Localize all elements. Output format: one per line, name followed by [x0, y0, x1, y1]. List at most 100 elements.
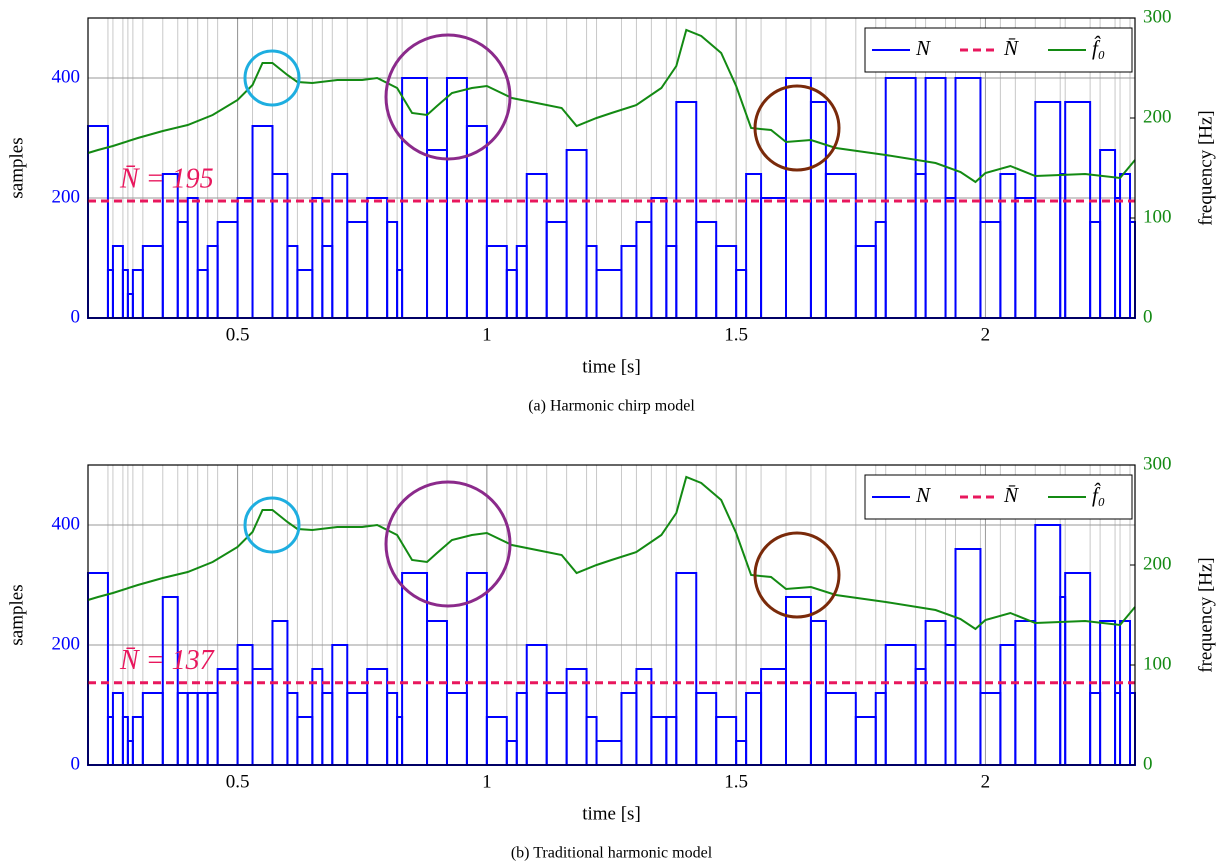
x-tick-label: 0.5 — [226, 324, 250, 345]
step-bar — [386, 692, 399, 766]
plot-frame — [87, 464, 1136, 766]
step-bar — [286, 692, 299, 766]
step-bar — [715, 716, 738, 766]
step-bar — [595, 269, 623, 319]
y-tick-label: 400 — [52, 66, 81, 87]
legend-label: f̂₀ — [1092, 482, 1105, 506]
step-bar — [1064, 101, 1092, 319]
step-bar — [485, 245, 508, 319]
step-bar — [346, 692, 369, 766]
x-tick-label: 1.5 — [724, 324, 748, 345]
step-bar — [525, 644, 548, 766]
step-bar — [760, 197, 787, 319]
step-bar — [426, 149, 448, 319]
step-bar — [186, 197, 199, 319]
step-bar — [954, 548, 982, 766]
step-bar — [321, 692, 334, 766]
highlight-circle — [753, 531, 841, 619]
step-bar — [216, 221, 239, 319]
step-bar — [620, 245, 638, 319]
step-bar — [874, 692, 887, 766]
step-bar — [196, 692, 209, 766]
step-bar — [505, 269, 518, 319]
annotation-circles — [243, 33, 841, 619]
step-bar — [161, 173, 179, 319]
legend-label: f̂₀ — [1092, 35, 1105, 59]
step-bar — [525, 173, 548, 319]
step-bar — [485, 716, 508, 766]
legend: N N̄ f̂₀ — [864, 474, 1133, 520]
step-bar — [1089, 692, 1102, 766]
step-bar — [999, 173, 1017, 319]
step-bar — [426, 620, 448, 766]
highlight-circle — [243, 49, 301, 107]
step-bar — [635, 221, 653, 319]
step-bar — [650, 716, 668, 766]
step-bar — [924, 620, 947, 766]
y2-tick-label: 300 — [1143, 453, 1172, 474]
y2-tick-label: 300 — [1143, 6, 1172, 27]
step-bar — [141, 245, 164, 319]
y-tick-label: 400 — [52, 513, 81, 534]
step-bar — [346, 221, 369, 319]
step-bar — [695, 692, 718, 766]
plot-frame — [87, 17, 1136, 319]
step-bar — [321, 245, 334, 319]
step-bar — [809, 101, 827, 319]
y-axis-label: samples — [6, 584, 27, 645]
legend-label: N̄ — [1003, 483, 1019, 507]
highlight-circle — [384, 33, 512, 161]
step-bar — [785, 596, 812, 766]
x-tick-label: 2 — [981, 324, 991, 345]
step-bar — [111, 245, 124, 319]
step-bar — [595, 740, 623, 766]
f0-line — [87, 28, 1136, 184]
highlight-circle — [753, 84, 841, 172]
x-tick-label: 0.5 — [226, 771, 250, 792]
step-bar — [1129, 692, 1136, 766]
step-bar — [1089, 221, 1102, 319]
legend-label: N̄ — [1003, 36, 1019, 60]
step-bar — [176, 692, 189, 766]
step-bar — [824, 173, 857, 319]
step-bar — [585, 245, 598, 319]
mean-annotation: N̄ = 195 — [119, 163, 214, 194]
legend-label: N — [915, 36, 931, 60]
step-bar — [665, 716, 678, 766]
y2-tick-label: 200 — [1143, 553, 1172, 574]
step-bar — [715, 245, 738, 319]
step-bar — [236, 644, 254, 766]
step-bar — [206, 245, 219, 319]
step-bar — [251, 125, 274, 319]
step-bar — [944, 197, 957, 319]
step-bar — [675, 101, 698, 319]
y2-tick-label: 200 — [1143, 106, 1172, 127]
y-tick-label: 0 — [71, 306, 81, 327]
step-bar — [296, 716, 314, 766]
step-bar — [565, 149, 588, 319]
step-bar — [111, 692, 124, 766]
x-tick-label: 1 — [482, 324, 492, 345]
legend-label: N — [915, 483, 931, 507]
x-tick-label: 2 — [981, 771, 991, 792]
step-bar — [809, 620, 827, 766]
step-bar — [545, 221, 568, 319]
y2-tick-label: 100 — [1143, 206, 1172, 227]
step-bar — [161, 596, 179, 766]
step-bar — [695, 221, 718, 319]
step-bar — [745, 692, 763, 766]
x-axis-label: time [s] — [582, 356, 641, 377]
step-bar — [131, 269, 144, 319]
step-bar — [386, 221, 399, 319]
step-bar — [176, 221, 189, 319]
step-bar — [87, 125, 109, 319]
step-bar — [1099, 620, 1117, 766]
legend: N N̄ f̂₀ — [864, 27, 1133, 73]
step-bar — [884, 644, 917, 766]
step-bar — [874, 221, 887, 319]
step-bar — [1014, 620, 1037, 766]
step-bar — [979, 221, 1002, 319]
step-bar — [999, 644, 1017, 766]
step-bar — [1064, 572, 1092, 766]
